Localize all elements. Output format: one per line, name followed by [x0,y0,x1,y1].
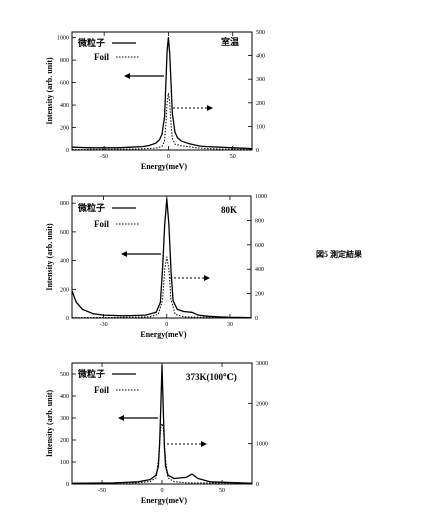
y-right-tick-label: 2000 [256,401,268,407]
y-right-tick-label: 500 [256,30,265,36]
x-axis-label: Energy(meV) [140,330,187,339]
y-right-tick-label: 3000 [256,361,268,367]
legend-label-particles: 微粒子 [77,37,105,48]
y-right-tick-label: 400 [256,54,265,60]
y-left-tick-label: 500 [60,372,69,378]
x-tick-label: 0 [167,154,170,160]
y-right-tick-label: 0 [255,316,258,322]
series-line-foil [71,423,253,484]
legend-label-particles: 微粒子 [77,368,105,379]
x-tick-label: -30 [100,322,108,328]
chart-panel-2: -30 0 30 0 200 400 600 800 0 200 400 600 800 1000 Ener… [45,194,267,339]
series-line-particles [71,36,253,150]
y-left-tick-label: 800 [60,58,69,64]
y-right-tick-label: 0 [256,482,259,488]
series-line-foil [71,256,252,319]
right-axis-arrowhead [207,105,213,111]
chart-panel-1: -50 0 50020040060080010000100200300400500E… [45,30,265,171]
x-tick-label: 50 [219,488,225,494]
y-right-tick-label: 0 [256,148,259,154]
y-left-tick-label: 0 [66,148,69,154]
y-left-tick-label: 800 [60,201,69,207]
y-right-tick-label: 600 [255,243,264,249]
y-left-tick-label: 400 [60,103,69,109]
right-axis-arrowhead [201,441,207,447]
y-left-tick-label: 600 [60,230,69,236]
condition-label: 室温 [221,36,239,47]
plot-frame [71,195,252,319]
y-right-tick-label: 300 [256,77,265,83]
y-left-tick-label: 0 [66,316,69,322]
plot-frame [71,31,253,151]
y-left-tick-label: 0 [66,482,69,488]
y-axis-label: Intensity (arb. unit) [45,57,54,125]
condition-label: 80K [221,205,237,215]
y-left-tick-label: 400 [60,259,69,265]
x-tick-label: 0 [165,322,168,328]
left-axis-arrowhead [118,415,124,421]
y-left-tick-label: 200 [60,126,69,132]
x-axis-label: Energy(meV) [141,496,188,505]
y-right-tick-label: 100 [256,124,265,130]
y-right-tick-label: 200 [255,292,264,298]
chart-panel-3: -50 0 5001002003004005000100020003000Energ… [45,361,268,505]
x-tick-label: 30 [227,322,233,328]
y-right-tick-label: 1000 [256,442,268,448]
series-line-particles [71,364,253,484]
y-right-tick-label: 200 [256,101,265,107]
legend-label-foil: Foil [94,385,109,395]
y-left-tick-label: 1000 [57,36,69,42]
y-left-tick-label: 400 [60,394,69,400]
y-left-tick-label: 100 [60,460,69,466]
series-line-particles [71,198,252,319]
series-line-foil [71,92,253,150]
right-axis-arrowhead [204,275,210,281]
y-left-tick-label: 600 [60,81,69,87]
legend-label-foil: Foil [94,219,109,229]
y-axis-label: Intensity (arb. unit) [45,389,54,457]
left-axis-arrowhead [121,251,127,257]
legend-label-particles: 微粒子 [77,202,105,213]
y-axis-label: Intensity (arb. unit) [45,223,54,291]
x-tick-label: -50 [100,154,108,160]
x-axis-label: Energy(meV) [141,162,188,171]
y-right-tick-label: 1000 [255,194,267,200]
y-left-tick-label: 300 [60,416,69,422]
x-tick-label: 0 [161,488,164,494]
chart-panels: -50 0 50020040060080010000100200300400500E… [45,30,268,505]
figure-caption: 図5 測定結果 [316,249,362,259]
legend-label-foil: Foil [94,52,109,62]
y-left-tick-label: 200 [60,438,69,444]
x-tick-label: 50 [230,154,236,160]
y-right-tick-label: 400 [255,267,264,273]
x-tick-label: -50 [98,488,106,494]
condition-label: 373K(100℃) [186,372,237,382]
left-axis-arrowhead [124,73,130,79]
y-left-tick-label: 200 [60,287,69,293]
y-right-tick-label: 800 [255,218,264,224]
